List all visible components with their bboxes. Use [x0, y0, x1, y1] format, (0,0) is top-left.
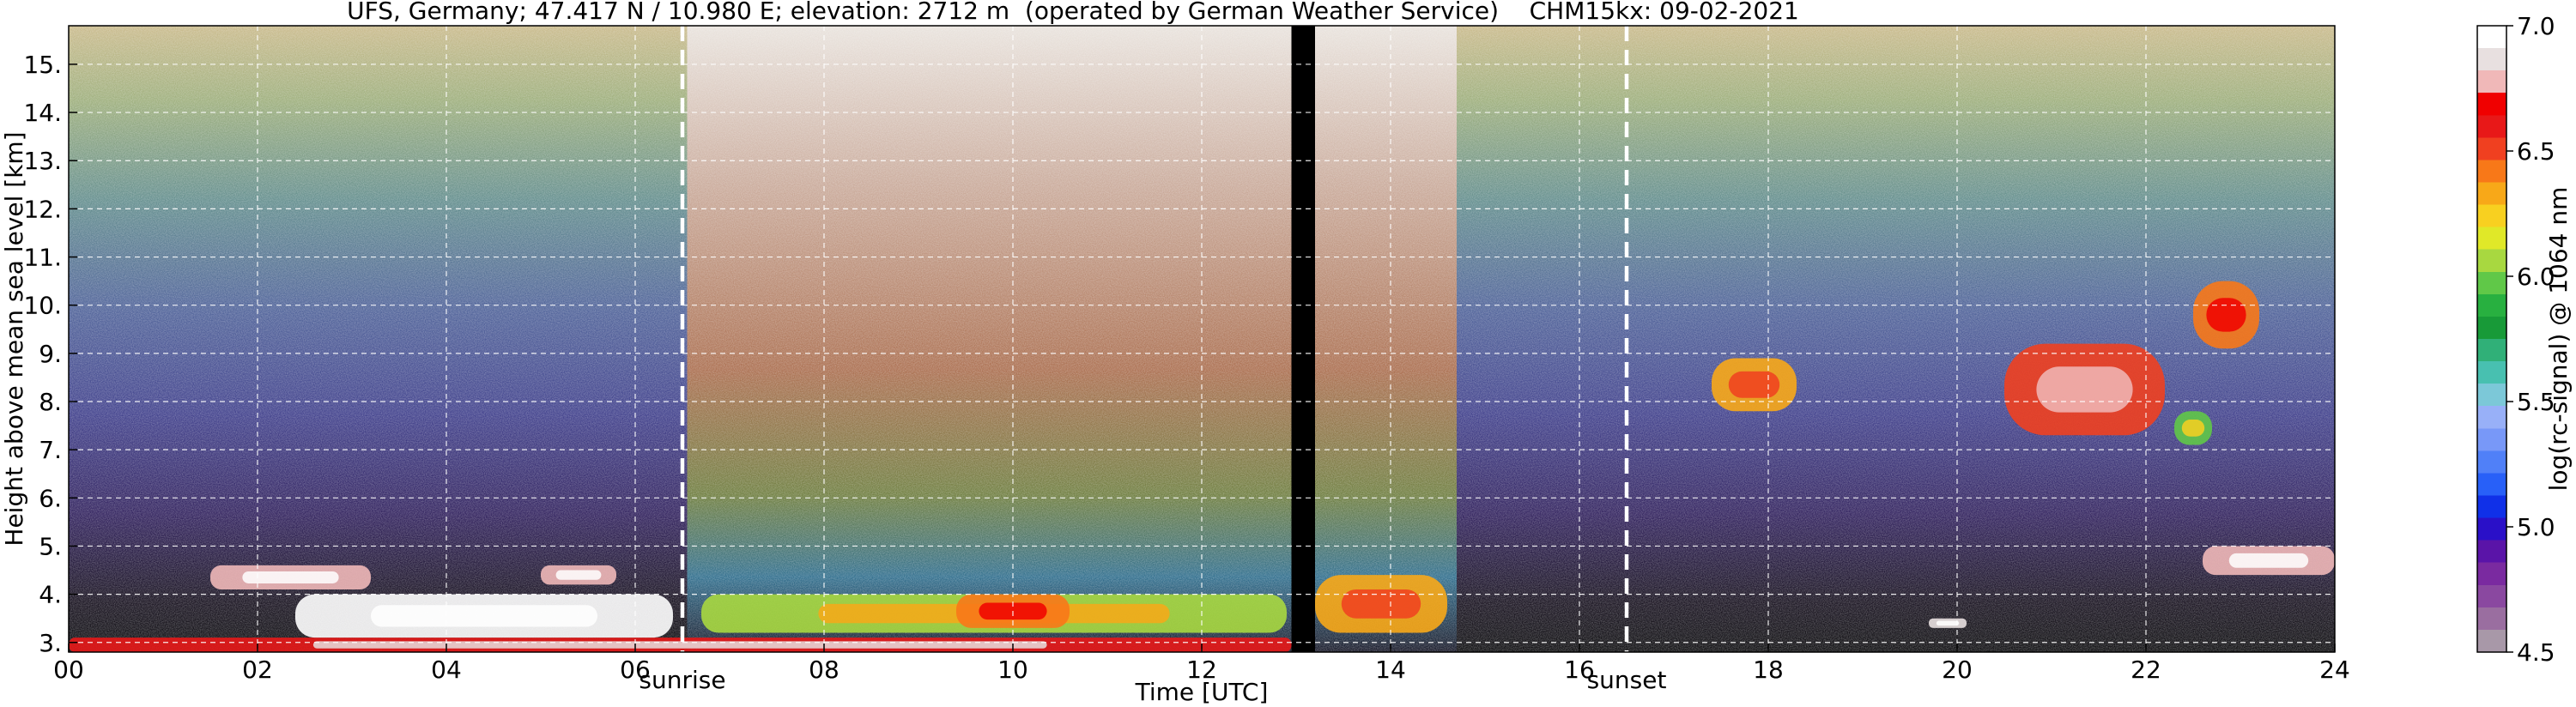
- chart-title: UFS, Germany; 47.417 N / 10.980 E; eleva…: [347, 0, 1799, 25]
- data-gap: [1291, 26, 1315, 652]
- aerosol_layer-core: [1341, 589, 1421, 619]
- colorbar-tick-label: 4.5: [2517, 638, 2555, 667]
- x-tick-label: 22: [2131, 656, 2161, 684]
- cirrus-core: [2036, 366, 2133, 413]
- x-tick-label: 16: [1564, 656, 1595, 684]
- x-tick-label: 24: [2319, 656, 2350, 684]
- x-tick-label: 08: [809, 656, 839, 684]
- signal-features: [69, 281, 2335, 652]
- colorbar-tick-label: 6.0: [2517, 263, 2555, 291]
- boundary_layer-core: [312, 641, 1047, 649]
- y-tick-label: 3.: [39, 629, 62, 657]
- x-tick-label: 20: [1942, 656, 1973, 684]
- colorbar-tick-label: 5.0: [2517, 513, 2555, 541]
- cloud-core: [2228, 553, 2309, 568]
- x-tick-label: 14: [1375, 656, 1406, 684]
- x-tick-label: 04: [431, 656, 462, 684]
- cirrus-core: [1728, 371, 1780, 398]
- colorbar-tick-label: 5.5: [2517, 388, 2555, 416]
- y-tick-label: 6.: [39, 484, 62, 512]
- y-tick-label: 13.: [23, 147, 62, 175]
- cloud-core: [371, 605, 597, 627]
- event-markers: sunrise sunset: [639, 26, 1666, 694]
- grid: [69, 26, 2335, 652]
- y-tick-label: 8.: [39, 388, 62, 416]
- x-axis-ticks: 00 02 04 06 08 10 12 14 16 18 20 22 24: [53, 644, 2350, 684]
- y-tick-label: 9.: [39, 340, 62, 368]
- y-tick-label: 4.: [39, 581, 62, 609]
- x-tick-label: 18: [1753, 656, 1784, 684]
- y-tick-label: 5.: [39, 532, 62, 560]
- y-tick-label: 10.: [23, 292, 62, 320]
- x-tick-label: 10: [997, 656, 1028, 684]
- cloud-core: [555, 570, 602, 580]
- colorbar-label: log(rc-signal) @ 1064 nm: [2544, 187, 2573, 492]
- y-tick-label: 15.: [23, 51, 62, 79]
- cirrus-core: [2206, 298, 2246, 332]
- colorbar-tick-label: 7.0: [2517, 12, 2555, 40]
- x-tick-label: 00: [53, 656, 84, 684]
- sunset-label: sunset: [1587, 666, 1667, 694]
- colorbar: 4.5 5.0 5.5 6.0 6.5 7.0 log(rc-signal) @ 1064…: [2476, 12, 2573, 667]
- colorbar-ticks: 4.5 5.0 5.5 6.0 6.5 7.0: [2506, 12, 2555, 667]
- colorbar-scale: [2476, 25, 2507, 653]
- sunrise-label: sunrise: [639, 666, 725, 694]
- cloud-core: [1936, 620, 1960, 626]
- y-tick-label: 14.: [23, 99, 62, 127]
- y-tick-label: 12.: [23, 195, 62, 223]
- y-tick-label: 11.: [23, 244, 62, 272]
- colorbar-tick-label: 6.5: [2517, 137, 2555, 166]
- x-axis-label: Time [UTC]: [1135, 678, 1269, 706]
- cirrus-core: [2181, 420, 2205, 437]
- y-axis-ticks: 3. 4. 5. 6. 7. 8. 9. 10. 11. 12. 13. 14. 15.: [23, 51, 77, 657]
- y-axis-label: Height above mean sea level [km]: [0, 131, 28, 546]
- y-tick-label: 7.: [39, 436, 62, 464]
- cloud-core: [242, 571, 339, 583]
- x-tick-label: 06: [620, 656, 651, 684]
- x-tick-label: 02: [242, 656, 273, 684]
- x-tick-label: 12: [1186, 656, 1217, 684]
